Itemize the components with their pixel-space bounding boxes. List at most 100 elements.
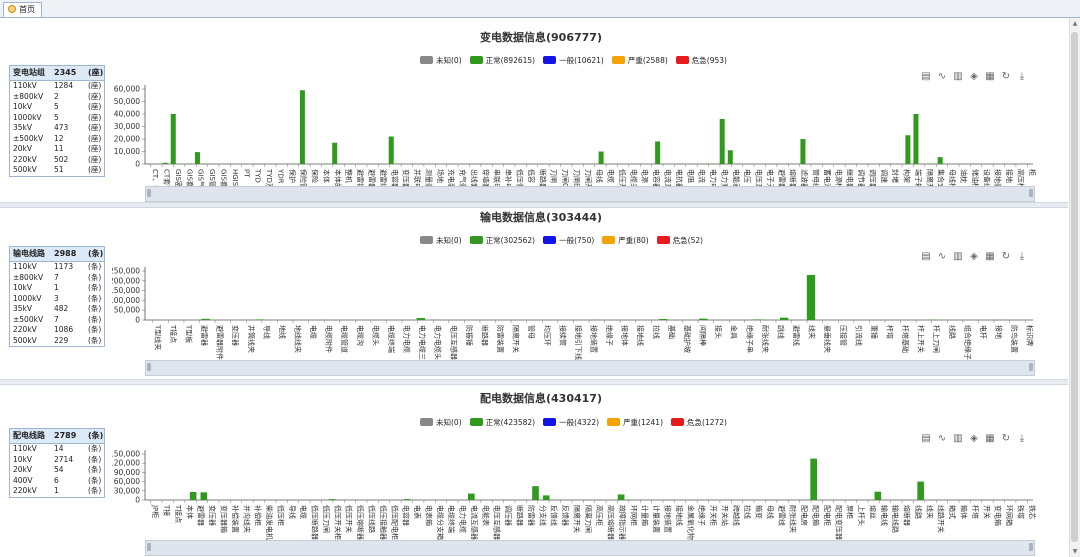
legend-item[interactable]: 一般(750) (543, 235, 594, 246)
tiled-icon[interactable]: ▦ (985, 251, 995, 262)
summary-row-unit: (条) (88, 304, 102, 313)
bar[interactable] (658, 319, 668, 320)
bar[interactable] (699, 318, 708, 320)
tiled-icon[interactable]: ▦ (985, 433, 995, 444)
data-zoom-slider[interactable] (145, 360, 1035, 376)
bar[interactable] (332, 142, 338, 164)
bar[interactable] (913, 114, 919, 164)
slider-handle-right[interactable] (1029, 543, 1033, 551)
bar[interactable] (598, 151, 604, 165)
bar[interactable] (727, 150, 733, 164)
data-view-icon[interactable]: ▤ (921, 251, 931, 262)
x-tick-label: 电压 (743, 169, 752, 183)
bar[interactable] (800, 139, 806, 164)
bar[interactable] (201, 318, 210, 320)
scroll-down-icon[interactable]: ▼ (1072, 548, 1078, 555)
x-tick-label: 本体 (185, 505, 194, 519)
bar[interactable] (388, 136, 394, 165)
bar[interactable] (542, 495, 550, 500)
bar[interactable] (753, 319, 762, 320)
legend-item[interactable]: 严重(2588) (611, 55, 668, 66)
bar[interactable] (328, 499, 336, 500)
stack-icon[interactable]: ◈ (970, 433, 978, 444)
bar[interactable] (200, 492, 208, 500)
bar[interactable] (617, 494, 625, 500)
bar[interactable] (194, 152, 200, 164)
y-tick-label: 0 (135, 496, 140, 505)
slider-handle-right[interactable] (1029, 363, 1033, 371)
x-tick-label: 线路 (914, 505, 923, 519)
slider-handle-left[interactable] (147, 189, 151, 197)
line-chart-icon[interactable]: ∿ (937, 433, 947, 444)
bar[interactable] (779, 317, 789, 320)
bar[interactable] (874, 491, 882, 500)
bar-chart-icon[interactable]: ▥ (953, 251, 963, 262)
bar[interactable] (905, 135, 911, 164)
bar-chart-icon[interactable]: ▥ (953, 71, 963, 82)
restore-icon[interactable]: ↻ (1001, 251, 1011, 262)
bar[interactable] (162, 162, 168, 164)
x-tick-label: 电压互感器 (449, 325, 458, 360)
bar[interactable] (299, 90, 305, 164)
bar[interactable] (655, 141, 661, 165)
x-tick-label: 反馈器 (561, 505, 570, 526)
summary-row-label: 500kV (13, 335, 37, 345)
legend-item[interactable]: 一般(10621) (543, 55, 604, 66)
restore-icon[interactable]: ↻ (1001, 71, 1011, 82)
bar[interactable] (416, 318, 425, 320)
line-chart-icon[interactable]: ∿ (937, 251, 947, 262)
legend-item[interactable]: 正常(423582) (469, 417, 535, 428)
summary-row-count: 7 (54, 272, 59, 282)
scrollbar-thumb[interactable] (1071, 32, 1078, 542)
restore-icon[interactable]: ↻ (1001, 433, 1011, 444)
legend-item[interactable]: 未知(0) (420, 417, 462, 428)
data-view-icon[interactable]: ▤ (921, 433, 931, 444)
x-tick-label: 电缆 (309, 325, 318, 339)
bar[interactable] (806, 274, 816, 320)
slider-handle-right[interactable] (1029, 189, 1033, 197)
bar[interactable] (170, 114, 176, 164)
tiled-icon[interactable]: ▦ (985, 71, 995, 82)
slider-handle-left[interactable] (147, 363, 151, 371)
bar[interactable] (532, 486, 539, 500)
legend-item[interactable]: 未知(0) (420, 55, 462, 66)
bar[interactable] (719, 119, 725, 164)
legend-item[interactable]: 一般(4322) (543, 417, 599, 428)
legend-item[interactable]: 严重(1241) (607, 417, 663, 428)
bar[interactable] (189, 492, 197, 500)
summary-row-count: 473 (54, 123, 69, 132)
summary-header-count: 2789 (54, 431, 77, 440)
bar[interactable] (917, 481, 924, 500)
stack-icon[interactable]: ◈ (970, 71, 978, 82)
tab-home[interactable]: 首页 (3, 2, 42, 17)
legend-item[interactable]: 危急(953) (675, 55, 727, 66)
summary-row-count: 1086 (54, 325, 74, 334)
download-icon[interactable]: ⤓ (1019, 433, 1025, 444)
legend-item[interactable]: 正常(892615) (469, 55, 535, 66)
vertical-scrollbar[interactable]: ▲ ▼ (1069, 18, 1080, 557)
x-tick-label: 调节器 (857, 169, 866, 190)
bar[interactable] (810, 458, 817, 500)
legend-item[interactable]: 正常(302562) (469, 235, 535, 246)
legend-item[interactable]: 未知(0) (420, 235, 462, 246)
bar[interactable] (255, 319, 264, 320)
scroll-up-icon[interactable]: ▲ (1072, 20, 1078, 27)
legend-item[interactable]: 危急(1272) (671, 417, 727, 428)
slider-handle-left[interactable] (147, 543, 151, 551)
summary-row: 20kV 54 (条) (10, 465, 104, 476)
bar[interactable] (467, 493, 475, 500)
line-chart-icon[interactable]: ∿ (937, 71, 947, 82)
download-icon[interactable]: ⤓ (1019, 251, 1025, 262)
bar[interactable] (937, 157, 943, 164)
legend-item[interactable]: 危急(52) (656, 235, 703, 246)
data-zoom-slider[interactable] (145, 186, 1035, 202)
bar-chart-icon[interactable]: ▥ (953, 433, 963, 444)
bar[interactable] (403, 499, 411, 500)
legend-item[interactable]: 严重(80) (602, 235, 649, 246)
summary-row-unit: (座) (88, 165, 102, 174)
stack-icon[interactable]: ◈ (970, 251, 978, 262)
data-zoom-slider[interactable] (145, 540, 1035, 556)
data-view-icon[interactable]: ▤ (921, 71, 931, 82)
download-icon[interactable]: ⤓ (1019, 71, 1025, 82)
